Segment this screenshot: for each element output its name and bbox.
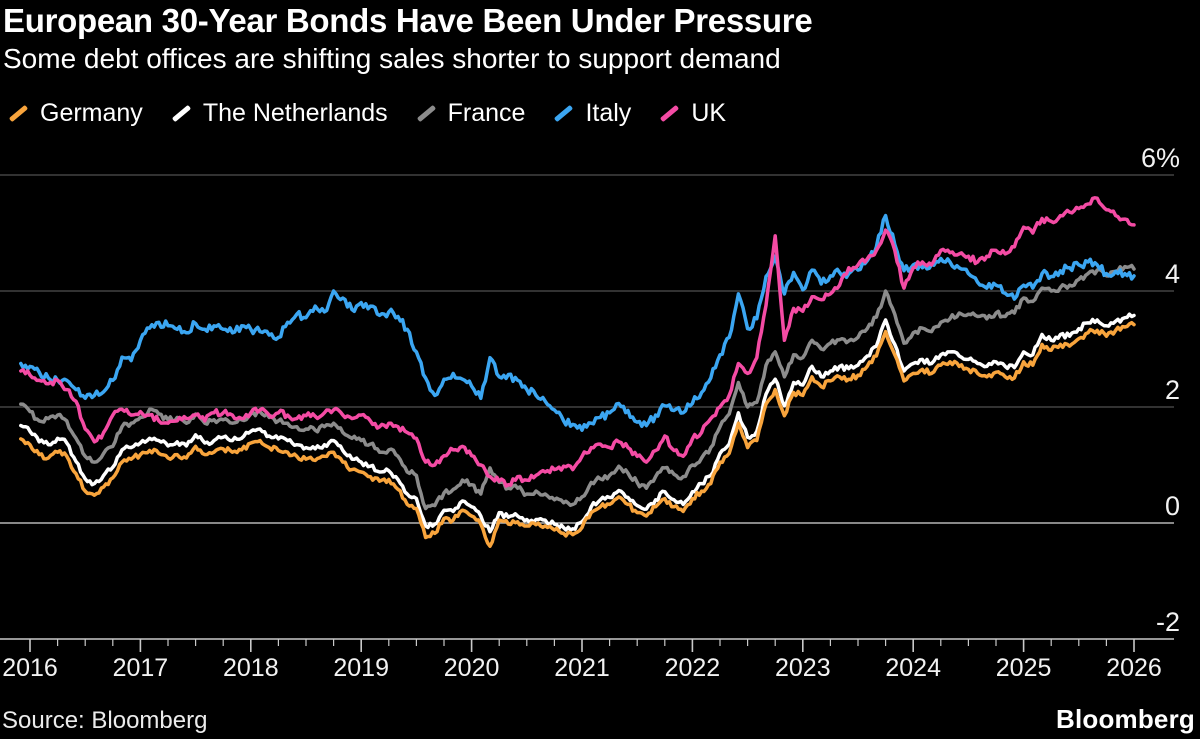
y-axis-label-2: 2 (1165, 375, 1180, 405)
y-axis-label-4: 4 (1165, 259, 1180, 289)
legend-item-germany: Germany (8, 99, 143, 128)
legend-item-italy: Italy (553, 99, 631, 128)
x-axis-label-2025: 2025 (996, 654, 1052, 682)
y-axis-label-0: 0 (1165, 491, 1180, 521)
x-axis-label-2023: 2023 (775, 654, 831, 682)
series-line-italy (19, 213, 1136, 432)
legend-label-france: France (447, 98, 526, 127)
legend-label-italy: Italy (585, 98, 632, 127)
x-axis-label-2022: 2022 (665, 654, 721, 682)
legend-label-the-netherlands: The Netherlands (202, 98, 388, 127)
series-line-germany (19, 320, 1136, 548)
series-line-uk (19, 196, 1136, 488)
legend-item-france: France (416, 98, 526, 128)
x-axis-label-2018: 2018 (223, 654, 279, 682)
x-axis-label-2024: 2024 (885, 654, 941, 682)
y-axis-label-6: 6% (1141, 143, 1180, 173)
source-attribution: Source: Bloomberg (2, 707, 208, 734)
x-axis-label-2017: 2017 (113, 654, 169, 682)
series-line-the-netherlands (19, 312, 1136, 534)
legend-label-uk: UK (691, 98, 727, 127)
x-axis-label-2026: 2026 (1106, 654, 1162, 682)
x-axis-label-2021: 2021 (554, 654, 610, 682)
x-axis-label-2016: 2016 (2, 654, 58, 682)
legend-label-germany: Germany (40, 98, 143, 127)
x-axis-label-2020: 2020 (444, 654, 500, 682)
chart-subtitle: Some debt offices are shifting sales sho… (3, 43, 781, 74)
chart-title: European 30-Year Bonds Have Been Under P… (3, 2, 813, 39)
legend-item-the-netherlands: The Netherlands (171, 99, 388, 128)
series-line-france (19, 263, 1136, 511)
legend-item-uk: UK (659, 99, 726, 128)
y-axis-label--2: -2 (1156, 607, 1180, 637)
x-axis-label-2019: 2019 (333, 654, 389, 682)
bloomberg-logo: Bloomberg (1055, 704, 1195, 734)
legend: Germany The Netherlands France Italy UK (8, 97, 726, 129)
